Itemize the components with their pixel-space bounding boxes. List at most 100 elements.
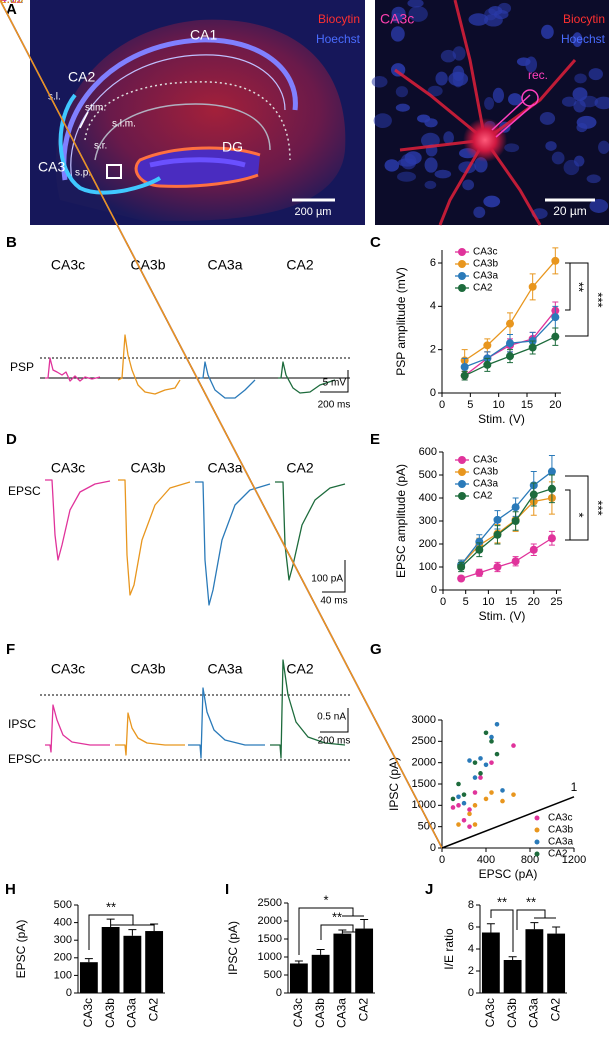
y-axis-title: EPSC amplitude (pA) [394, 464, 408, 578]
cell-label: CA3b [130, 460, 165, 476]
legend-marker [534, 815, 540, 821]
data-point [529, 490, 538, 499]
legend-marker [534, 827, 540, 833]
data-point [506, 339, 514, 348]
data-point [478, 771, 483, 776]
x-tick-label: CA2 [146, 998, 160, 1022]
y-axis-title: PSP amplitude (mV) [394, 267, 408, 376]
significance-label: ** [572, 282, 587, 292]
cell-label: CA3a [207, 661, 242, 677]
error-bar [150, 923, 159, 932]
nucleus [397, 171, 417, 182]
nucleus [572, 32, 583, 47]
fit-label: 2.65 [0, 0, 24, 6]
x-tick-label: 20 [528, 596, 540, 608]
bar [101, 927, 120, 993]
nucleus [408, 6, 428, 22]
nucleus [588, 68, 603, 81]
nucleus [384, 159, 400, 172]
pipette-tip [521, 89, 539, 107]
data-point [547, 484, 556, 493]
trace [118, 479, 191, 596]
x-tick-label: 5 [463, 596, 469, 608]
significance-label: ** [106, 899, 116, 914]
y-tick-label: 600 [419, 446, 437, 458]
stain-label: Hoechst [316, 32, 361, 46]
legend-label: CA3c [473, 455, 497, 466]
legend-label: CA3c [548, 813, 572, 824]
significance-bracket [490, 909, 514, 952]
scale-bar [320, 708, 349, 733]
cell-label: CA3a [207, 460, 242, 476]
x-tick-label: 800 [521, 854, 539, 866]
bar [289, 963, 308, 993]
y-tick-label: 0 [66, 987, 72, 999]
significance-label: ** [332, 909, 342, 924]
x-tick-label: 10 [493, 399, 505, 411]
x-tick-label: CA2 [356, 998, 370, 1022]
data-point [467, 758, 472, 763]
data-point [475, 537, 484, 546]
y-tick-label: 2 [430, 344, 436, 356]
data-point [547, 534, 556, 543]
significance-bracket [298, 907, 354, 955]
series-line [460, 537, 553, 580]
y-axis-title: EPSC (pA) [14, 920, 28, 979]
region-label: DG [222, 139, 243, 155]
nucleus [594, 96, 609, 110]
y-tick-label: 1000 [412, 799, 436, 811]
data-point [467, 807, 472, 812]
nucleus [473, 206, 486, 218]
legend-label: CA2 [473, 491, 493, 502]
nucleus [561, 96, 577, 107]
cell-label: CA3b [130, 661, 165, 677]
legend-marker [458, 492, 466, 500]
scale-label: 200 ms [318, 736, 351, 747]
y-tick-label: 2000 [258, 915, 282, 927]
data-point [493, 515, 502, 524]
bar [123, 935, 142, 993]
data-point [457, 574, 466, 583]
y-axis-title: IPSC (pA) [226, 921, 240, 975]
region-label: CA3 [38, 159, 65, 175]
trace-label: EPSC [8, 752, 41, 766]
x-tick-label: 15 [505, 596, 517, 608]
hilus-outline [94, 103, 271, 161]
dendrites [394, 0, 577, 226]
data-point [489, 760, 494, 765]
y-tick-label: 2500 [412, 735, 436, 747]
trace [45, 357, 101, 382]
legend-marker [458, 272, 466, 280]
legend-label: CA3a [473, 271, 498, 282]
fit-line [441, 796, 575, 849]
trace [275, 481, 346, 581]
error-bar [486, 923, 495, 933]
cell-label: CA3c [380, 11, 414, 27]
nucleus [448, 71, 469, 87]
x-tick-label: 20 [549, 399, 561, 411]
layer-label: s.l.m. [112, 119, 136, 130]
nucleus [484, 96, 495, 110]
trace [115, 712, 185, 756]
nucleus [427, 85, 443, 97]
error-bar [530, 922, 539, 930]
y-tick-label: 200 [54, 952, 72, 964]
scale-bar [322, 560, 346, 593]
x-axis-title: EPSC (pA) [479, 867, 538, 881]
data-point [528, 282, 537, 291]
y-tick-label: 500 [54, 899, 72, 911]
significance-bracket [88, 914, 134, 950]
y-tick-label: 0 [431, 584, 437, 596]
trace [45, 479, 111, 561]
region-label: CA2 [68, 69, 95, 85]
nucleus [563, 159, 580, 176]
data-point [511, 743, 516, 748]
trace [117, 334, 181, 395]
y-tick-label: 1000 [258, 951, 282, 963]
cell-label: CA3c [51, 460, 85, 476]
data-point [483, 360, 492, 369]
x-tick-label: 15 [521, 399, 533, 411]
data-point [483, 341, 492, 350]
y-tick-label: 2000 [412, 757, 436, 769]
data-point [457, 563, 466, 571]
